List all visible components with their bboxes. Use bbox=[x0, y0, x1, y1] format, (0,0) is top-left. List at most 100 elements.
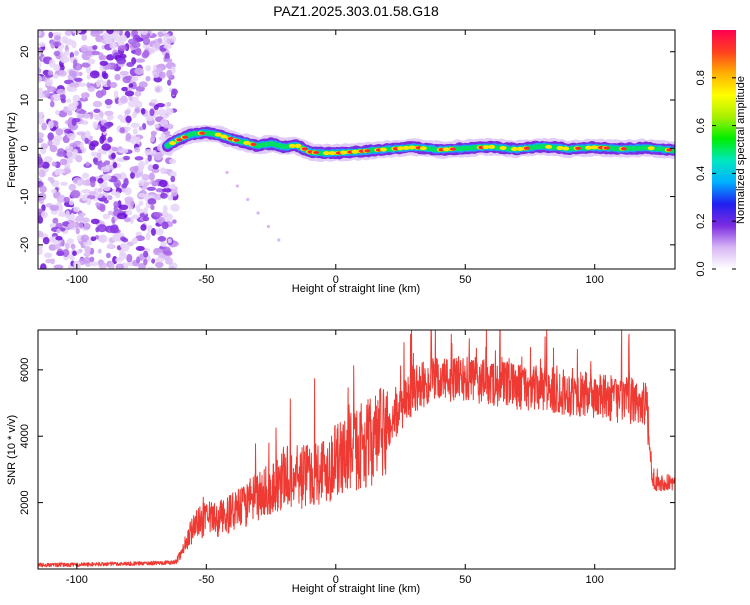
noise-blob bbox=[153, 123, 160, 128]
noise-blob bbox=[76, 179, 83, 187]
noise-blob bbox=[84, 246, 92, 253]
noise-blob bbox=[64, 45, 69, 53]
noise-blob bbox=[97, 248, 102, 254]
noise-blob bbox=[113, 90, 119, 99]
spectrogram-xtick-label: -100 bbox=[66, 274, 88, 286]
noise-blob bbox=[49, 100, 55, 108]
noise-blob bbox=[122, 155, 131, 161]
noise-blob bbox=[60, 98, 67, 104]
noise-blob bbox=[133, 165, 139, 172]
noise-blob bbox=[135, 58, 146, 63]
noise-blob bbox=[75, 215, 85, 222]
noise-blob bbox=[66, 149, 73, 159]
noise-blob bbox=[48, 59, 56, 68]
noise-blob bbox=[138, 81, 148, 88]
noise-blob bbox=[112, 31, 119, 38]
ridge-core bbox=[590, 145, 598, 150]
noise-blob bbox=[125, 132, 132, 141]
ridge-peak bbox=[364, 149, 371, 153]
noise-blob bbox=[77, 114, 83, 119]
noise-blob bbox=[73, 206, 81, 213]
noise-blob bbox=[147, 198, 157, 205]
noise-blob bbox=[124, 126, 131, 132]
noise-blob bbox=[43, 156, 53, 163]
snr-xtick-label: 50 bbox=[459, 574, 471, 586]
noise-blob bbox=[70, 243, 76, 250]
noise-blob bbox=[90, 236, 97, 242]
ridge-peak bbox=[523, 146, 530, 150]
noise-blob bbox=[110, 152, 116, 159]
noise-blob bbox=[68, 183, 77, 191]
ridge-core bbox=[243, 140, 251, 145]
noise-blob bbox=[155, 261, 164, 269]
noise-blob bbox=[54, 35, 61, 41]
ridge-core bbox=[499, 145, 507, 150]
ridge-peak bbox=[250, 142, 257, 146]
noise-blob bbox=[56, 228, 61, 234]
noise-blob bbox=[38, 156, 43, 165]
noise-blob bbox=[86, 82, 91, 89]
outlier-dot bbox=[246, 197, 250, 202]
noise-blob bbox=[63, 50, 70, 56]
noise-blob bbox=[55, 235, 63, 241]
ridge-peak bbox=[301, 147, 308, 151]
noise-blob bbox=[66, 238, 75, 245]
noise-blob bbox=[143, 258, 148, 266]
noise-blob bbox=[59, 55, 70, 64]
noise-blob bbox=[155, 256, 165, 263]
noise-blob bbox=[93, 108, 101, 113]
noise-blob bbox=[80, 234, 90, 243]
noise-blob bbox=[100, 166, 111, 173]
noise-blob bbox=[138, 126, 144, 131]
noise-blob bbox=[116, 57, 127, 65]
noise-blob bbox=[172, 219, 177, 224]
ridge-peak bbox=[449, 147, 456, 151]
noise-blob bbox=[53, 243, 61, 250]
noise-blob bbox=[81, 62, 91, 68]
noise-blob bbox=[102, 32, 111, 41]
spectral-ridge bbox=[159, 124, 675, 242]
noise-blob bbox=[51, 161, 57, 167]
noise-blob bbox=[96, 152, 102, 159]
noise-blob bbox=[168, 158, 177, 164]
noise-blob bbox=[57, 148, 65, 155]
noise-blob bbox=[38, 137, 44, 144]
noise-blob bbox=[146, 113, 157, 119]
noise-blob bbox=[75, 227, 80, 235]
noise-blob bbox=[85, 50, 93, 57]
noise-blob bbox=[62, 248, 70, 258]
noise-blob bbox=[82, 120, 89, 125]
noise-blob bbox=[117, 114, 124, 120]
noise-blob bbox=[128, 83, 134, 88]
noise-blob bbox=[47, 70, 54, 76]
noise-blob bbox=[170, 203, 180, 212]
noise-blob bbox=[57, 204, 64, 212]
ridge-core bbox=[585, 145, 593, 150]
noise-blob bbox=[105, 252, 111, 259]
outlier-dot bbox=[256, 211, 260, 215]
noise-blob bbox=[98, 52, 104, 61]
colorbar-tick-label: 0.6 bbox=[695, 118, 707, 133]
snr-ylabel: SNR (10 * v/v) bbox=[6, 415, 18, 485]
noise-blob bbox=[135, 47, 142, 56]
noise-blob bbox=[101, 143, 112, 151]
noise-blob bbox=[139, 253, 144, 261]
noise-blob bbox=[79, 97, 89, 102]
noise-blob bbox=[84, 130, 91, 138]
noise-blob bbox=[146, 266, 155, 269]
noise-blob bbox=[38, 230, 44, 238]
ridge-core bbox=[562, 146, 570, 151]
noise-blob bbox=[154, 248, 164, 253]
noise-blob bbox=[89, 70, 100, 79]
noise-blob bbox=[86, 239, 92, 246]
noise-blob bbox=[106, 114, 115, 121]
noise-blob bbox=[121, 237, 129, 243]
noise-blob bbox=[48, 31, 54, 39]
noise-blob bbox=[38, 244, 44, 250]
noise-blob bbox=[49, 144, 58, 153]
noise-blob bbox=[75, 154, 83, 163]
noise-blob bbox=[70, 82, 80, 88]
noise-blob bbox=[120, 95, 128, 104]
noise-blob bbox=[111, 146, 118, 152]
